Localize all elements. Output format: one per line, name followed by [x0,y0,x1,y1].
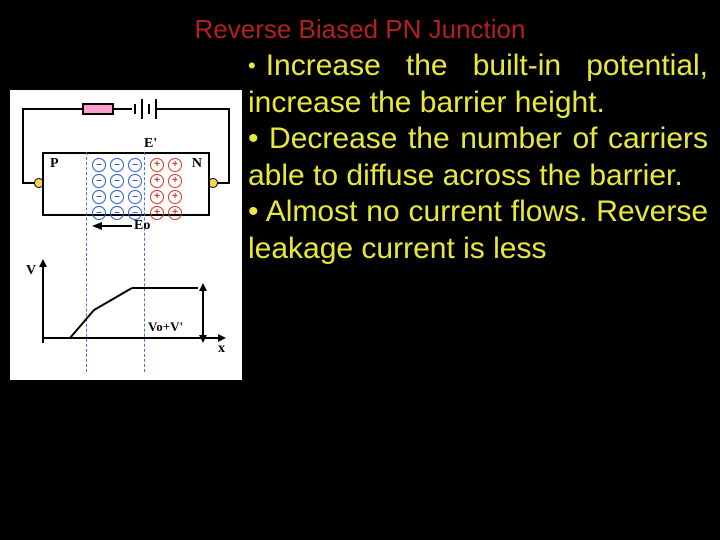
slide-title: Reverse Biased PN Junction [0,14,720,45]
resistor [82,103,114,115]
neg-ion: – [110,190,124,204]
neg-ion: – [128,174,142,188]
vx-arrow-down [199,335,207,343]
neg-ion: – [128,190,142,204]
p-label: P [50,156,59,172]
charge-column: + + + + [168,158,182,220]
neg-ion: – [128,158,142,172]
eo-label: Eo [134,218,150,234]
wire [22,108,24,184]
circuit-schematic: P N ––––––––––––++++++++ E' Eo [22,100,230,240]
title-text: Reverse Biased PN Junction [195,14,526,44]
neg-ion: – [110,158,124,172]
bullet-2: Decrease the number of carriers able to … [248,122,708,192]
depletion-region: ––––––––––––++++++++ [88,154,164,214]
vx-arrow-up [199,283,207,291]
battery-neg-plate-2 [148,104,150,114]
pn-box: P N ––––––––––––++++++++ [42,152,210,216]
neg-ion: – [92,174,106,188]
n-label: N [192,156,202,172]
neg-ion: – [92,190,106,204]
neg-ion: – [110,206,124,220]
charge-column: – – – – [110,158,124,220]
battery-neg-plate [134,104,136,114]
e-prime-label: E' [144,136,157,152]
eo-arrow-head [92,222,102,230]
pos-ion: + [168,190,182,204]
pos-ion: + [168,158,182,172]
pn-junction-diagram: P N ––––––––––––++++++++ E' Eo V x [10,90,242,380]
pos-ion: + [168,206,182,220]
neg-ion: – [92,206,106,220]
pos-ion: + [150,190,164,204]
wire [114,108,132,110]
charge-column: –––– [128,158,142,220]
neg-ion: – [110,174,124,188]
curve-plateau [132,287,198,289]
bullet-3: Almost no current flows. Reverse leakage… [248,195,708,265]
wire [228,108,230,184]
charge-column: + + + + [150,158,164,220]
wire [156,108,230,110]
vx-measure-line [202,289,204,337]
battery-pos-plate-2 [155,99,157,119]
neg-ion: – [92,158,106,172]
eo-arrow-shaft [102,225,132,227]
bullet-3-prefix: • [248,195,266,228]
pos-ion: + [150,158,164,172]
bullet-dot-1: • [248,53,266,78]
pos-ion: + [150,174,164,188]
pos-ion: + [168,174,182,188]
potential-graph: V x Vo+V' [22,265,230,370]
charge-column: – – – – [92,158,106,220]
bullet-1: Increase the built-in potential, increas… [248,49,708,119]
pos-ion: + [150,206,164,220]
vx-label: Vo+V' [148,319,183,335]
curve-svg [22,265,230,370]
bullet-2-prefix: • [248,122,269,155]
battery-pos-plate [141,99,143,119]
bullet-list: •Increase the built-in potential, increa… [248,48,708,268]
wire [22,108,82,110]
